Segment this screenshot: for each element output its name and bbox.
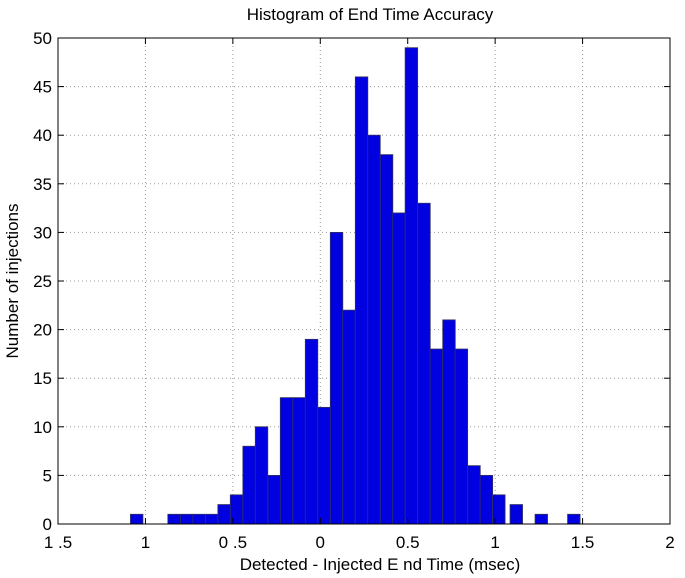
histogram-bar <box>404 47 419 525</box>
histogram-bar <box>267 474 281 525</box>
histogram-bar <box>342 309 356 525</box>
x-tick-label: 2 <box>665 533 674 552</box>
histogram-bar <box>180 513 194 525</box>
bars <box>130 47 581 525</box>
x-axis-title: Detected - Injected E nd Time (msec) <box>240 555 521 574</box>
y-tick-label: 15 <box>33 369 52 388</box>
x-tick-label: 1 <box>141 533 150 552</box>
histogram-bar <box>317 406 331 525</box>
histogram-bar <box>534 513 548 525</box>
histogram-bar <box>392 212 406 525</box>
histogram-bar <box>229 494 244 525</box>
histogram-bar <box>567 513 581 525</box>
x-tick-label: 1 <box>490 533 499 552</box>
histogram-bar <box>354 76 369 525</box>
x-tick-labels: 1 .5 1 0 .5 0 0.5 1 1.5 2 <box>44 533 675 552</box>
histogram-bar <box>217 504 231 525</box>
y-tick-label: 20 <box>33 321 52 340</box>
histogram-bar <box>429 348 444 525</box>
histogram-bar <box>417 202 431 525</box>
histogram-bar <box>492 494 506 525</box>
histogram-bar <box>379 154 394 525</box>
histogram-bar <box>304 338 319 525</box>
y-tick-label: 10 <box>33 418 52 437</box>
y-tick-label: 40 <box>33 126 52 145</box>
histogram-bar <box>479 474 494 525</box>
chart-title: Histogram of End Time Accuracy <box>247 5 494 24</box>
histogram-bar <box>254 426 269 525</box>
histogram-bar <box>205 513 219 525</box>
y-tick-label: 30 <box>33 223 52 242</box>
ticks <box>57 37 671 525</box>
y-tick-label: 45 <box>33 78 52 97</box>
histogram-bar <box>292 397 306 525</box>
histogram-bar <box>509 504 523 525</box>
x-tick-label: 1 .5 <box>44 533 72 552</box>
y-tick-label: 35 <box>33 175 52 194</box>
y-tick-label: 0 <box>43 515 52 534</box>
histogram-bar <box>279 397 294 525</box>
histogram-bar <box>192 513 206 525</box>
y-tick-label: 50 <box>33 29 52 48</box>
histogram-bar <box>367 134 381 525</box>
x-tick-label: 1.5 <box>571 533 595 552</box>
histogram-bar <box>167 513 181 525</box>
histogram-bar <box>454 348 469 525</box>
histogram-bar <box>329 231 344 525</box>
x-tick-label: 0 <box>316 533 325 552</box>
x-tick-label: 0 .5 <box>219 533 247 552</box>
histogram-bar <box>130 513 144 525</box>
histogram-bar <box>242 445 256 525</box>
histogram-bar <box>442 319 456 525</box>
y-tick-label: 5 <box>43 466 52 485</box>
y-axis-title: Number of injections <box>3 204 22 359</box>
y-tick-label: 25 <box>33 272 52 291</box>
x-tick-label: 0.5 <box>396 533 420 552</box>
histogram-bar <box>467 465 481 525</box>
y-tick-labels: 0 5 10 15 20 25 30 35 40 45 50 <box>33 29 52 534</box>
